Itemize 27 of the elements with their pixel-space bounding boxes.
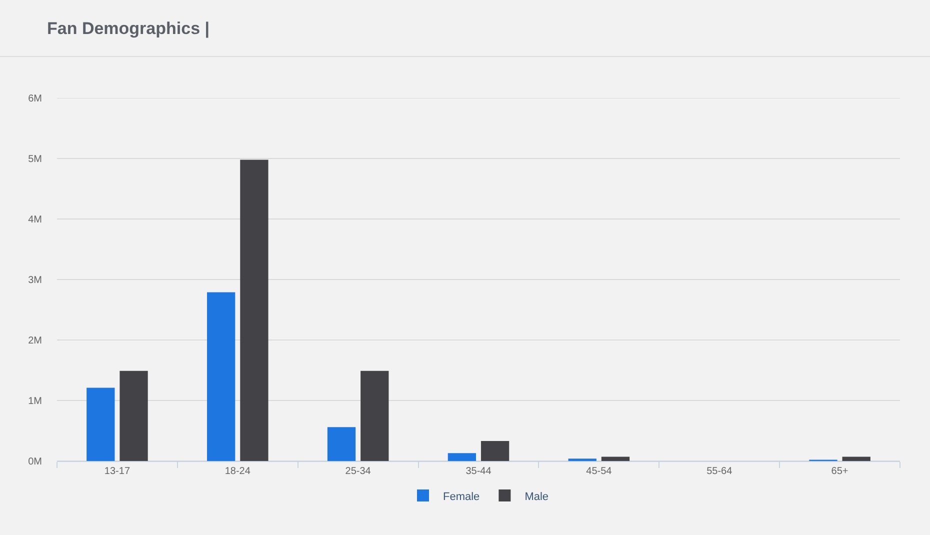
- bar: [120, 370, 148, 461]
- y-tick-label: 3M: [28, 275, 42, 286]
- bar: [86, 388, 115, 461]
- bar: [207, 292, 236, 461]
- x-tick-label: 65+: [831, 466, 848, 477]
- bar: [480, 441, 510, 461]
- x-tick-label: 25-34: [345, 466, 372, 477]
- x-tick-label: 45-54: [586, 466, 612, 477]
- x-tick-label: 18-24: [224, 466, 251, 477]
- legend-label: Male: [524, 490, 549, 503]
- bar: [601, 456, 630, 461]
- bar: [327, 427, 356, 461]
- y-tick-label: 6M: [28, 94, 42, 104]
- y-tick-label: 0M: [28, 456, 42, 468]
- bar: [448, 453, 476, 461]
- x-tick-label: 35-44: [466, 466, 492, 477]
- y-tick-label: 2M: [28, 336, 42, 346]
- chart-title: Fan Demographics |: [47, 18, 210, 38]
- x-tick-label: 13-17: [104, 466, 130, 477]
- legend-label: Female: [443, 490, 480, 503]
- bar: [842, 456, 870, 461]
- x-tick-label: 55-64: [706, 466, 733, 477]
- bar: [240, 160, 268, 461]
- y-tick-label: 4M: [28, 214, 42, 226]
- y-tick-label: 1M: [28, 396, 42, 407]
- y-tick-label: 5M: [28, 154, 42, 165]
- bar: [360, 370, 389, 461]
